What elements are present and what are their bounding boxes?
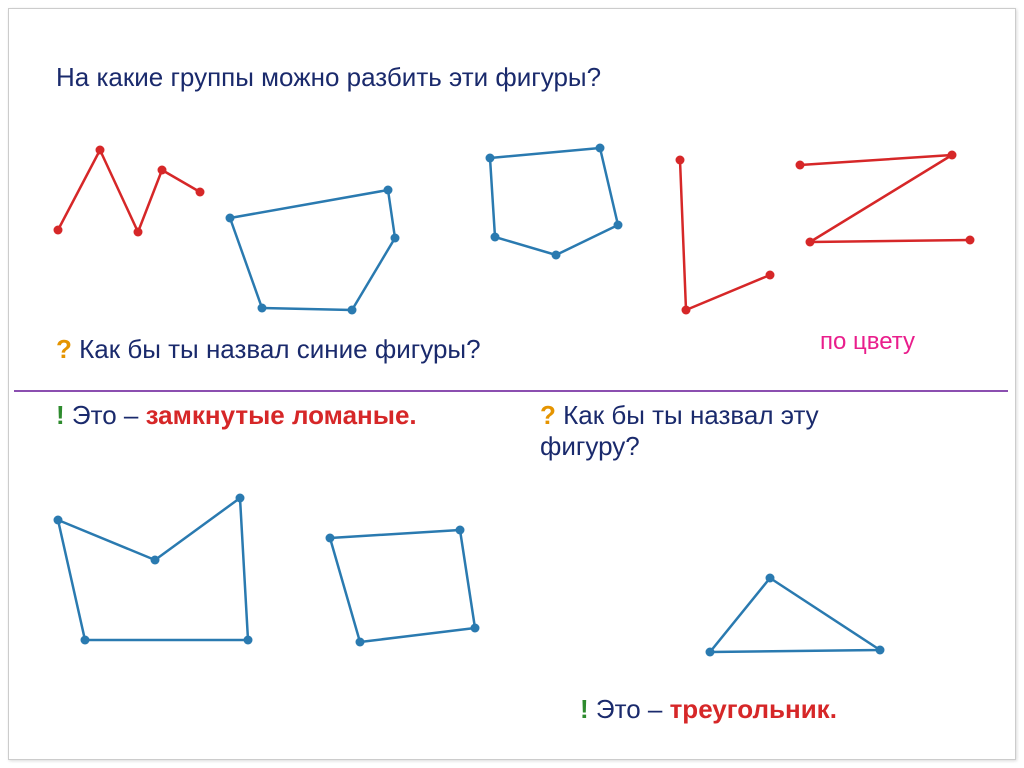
question-1-text: Как бы ты назвал синие фигуры? (72, 334, 481, 364)
question-mark-icon: ? (540, 400, 556, 430)
exclaim-icon: ! (56, 400, 65, 430)
answer-2: ! Это – треугольник. (580, 694, 837, 725)
question-mark-icon: ? (56, 334, 72, 364)
answer-2-bold: треугольник. (670, 694, 837, 724)
divider-line (14, 390, 1008, 392)
figure-5-open-red (792, 147, 978, 250)
exclaim-icon: ! (580, 694, 589, 724)
answer-2-prefix: Это – (589, 694, 670, 724)
question-1: ? Как бы ты назвал синие фигуры? (56, 334, 481, 365)
question-2-line1: Как бы ты назвал эту (556, 400, 819, 430)
figure-6-closed-blue (50, 490, 256, 648)
title-text: На какие группы можно разбить эти фигуры… (56, 62, 601, 93)
figure-1-open-red (50, 142, 208, 240)
figure-3-closed-blue (482, 140, 626, 263)
question-2-line2: фигуру? (540, 431, 640, 461)
by-color-label: по цвету (820, 328, 915, 356)
question-2: ? Как бы ты назвал эту фигуру? (540, 400, 819, 462)
figure-8-triangle-blue (702, 570, 888, 660)
answer-1-bold: замкнутые ломаные. (146, 400, 417, 430)
figure-7-closed-blue (322, 522, 483, 650)
answer-1-prefix: Это – (65, 400, 146, 430)
figure-2-closed-blue (222, 182, 403, 318)
answer-1: ! Это – замкнутые ломаные. (56, 400, 417, 431)
figure-4-open-red (672, 152, 778, 318)
